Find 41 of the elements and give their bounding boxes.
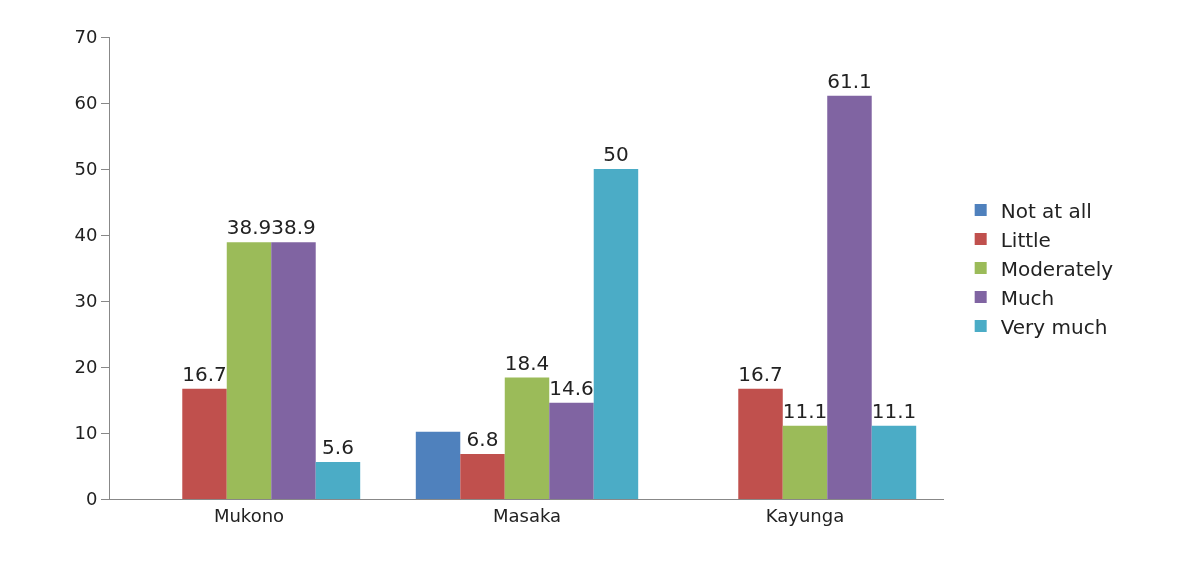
legend-label: Little [1000,227,1051,252]
y-tick-label: 60 [74,92,98,114]
x-tick-label: Mukono [213,504,285,526]
y-tick-label: 10 [74,422,98,444]
bar [460,454,505,499]
data-label: 16.7 [738,361,783,386]
bar [593,169,639,499]
data-label: 18.4 [504,350,550,375]
y-tick-label: 70 [74,26,98,48]
bar [182,388,227,499]
data-label: 38.9 [226,215,272,240]
legend-label: Moderately [1000,256,1114,281]
legend-label: Very much [1000,314,1108,339]
data-label: 38.9 [271,215,316,240]
bar [504,377,550,499]
legend-label: Not at all [1000,198,1092,223]
data-label: 11.1 [871,398,917,423]
bar [415,431,461,499]
data-label: 16.7 [182,361,227,386]
bar [827,95,872,499]
y-tick-label: 40 [74,224,98,246]
y-tick-label: 20 [74,356,98,378]
y-tick-label: 50 [74,158,98,180]
bar [549,402,594,499]
y-tick-label: 0 [85,488,98,510]
bar [738,388,783,499]
data-label: 11.1 [782,398,828,423]
legend-label: Much [1000,285,1055,310]
data-label: 6.8 [466,427,499,452]
bar [782,425,828,499]
y-tick-label: 30 [74,290,98,312]
bar [226,242,272,499]
x-tick-label: Kayunga [765,504,845,526]
data-label: 14.6 [549,375,594,400]
bar [315,462,361,499]
x-tick-label: Masaka [492,504,562,526]
bar [271,242,316,499]
data-label: 50 [603,142,629,166]
bar [871,425,917,499]
data-label: 61.1 [827,68,872,93]
data-label: 5.6 [322,435,354,460]
